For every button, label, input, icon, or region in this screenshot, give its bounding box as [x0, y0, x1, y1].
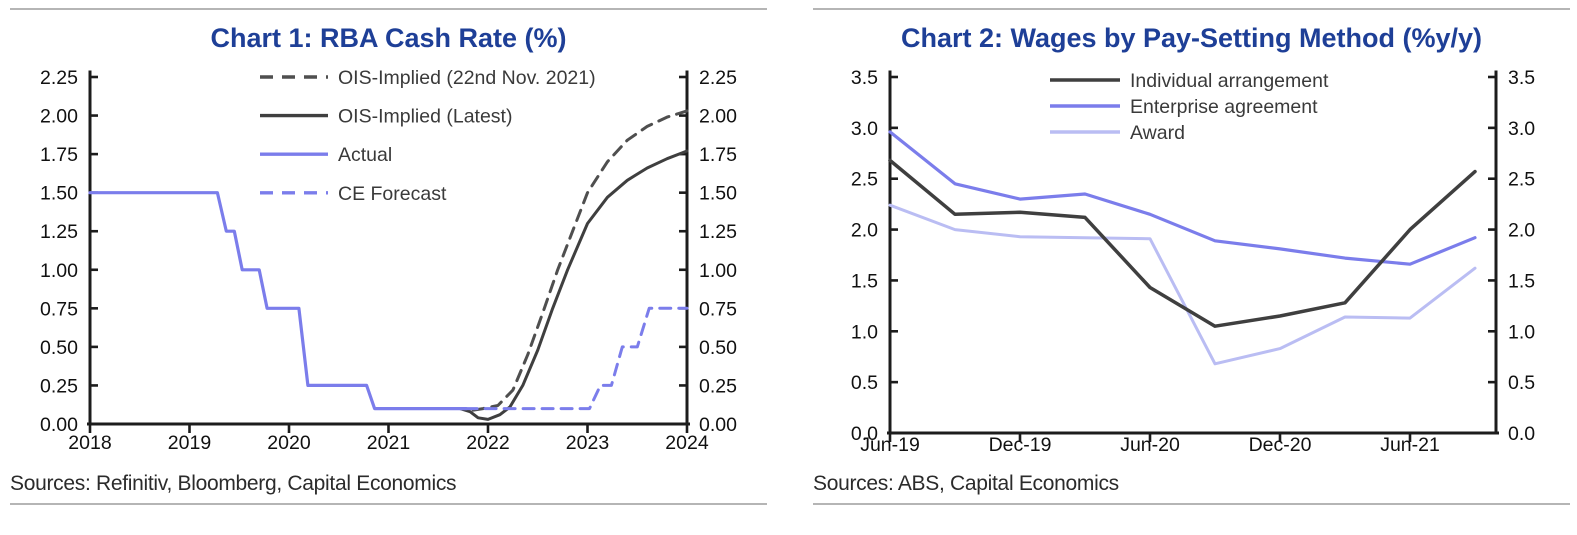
y-tick-label-right: 0.50	[699, 337, 737, 359]
panel-top-rule	[10, 8, 767, 10]
y-tick-label-right: 2.00	[699, 106, 737, 128]
y-tick-label-right: 1.5	[1508, 270, 1535, 292]
x-tick-label: 2019	[168, 432, 211, 454]
legend: OIS-Implied (22nd Nov. 2021) OIS-Implied …	[260, 67, 596, 205]
y-tick-label-left: 0.00	[40, 414, 78, 436]
chart-panel-1: Chart 1: RBA Cash Rate (%) 0.00 0.00 0.25 0…	[10, 0, 767, 505]
series-line-enterprise-agreement	[888, 130, 1477, 266]
y-tick-label-left: 1.0	[851, 321, 878, 343]
series-line-actual	[88, 191, 468, 411]
y-tick-label-left: 0.50	[40, 337, 78, 359]
y-tick-label-right: 3.5	[1508, 67, 1535, 89]
y-tick-label-right: 1.00	[699, 260, 737, 282]
legend-item-award: Award	[1050, 122, 1185, 144]
legend-label: OIS-Implied (22nd Nov. 2021)	[338, 67, 596, 89]
chart-title: Chart 1: RBA Cash Rate (%)	[210, 23, 567, 53]
y-tick-label-left: 0.75	[40, 298, 78, 320]
legend-item-individual-arrangement: Individual arrangement	[1050, 70, 1329, 92]
series-lines	[888, 130, 1477, 366]
legend-item-ois-implied-latest: OIS-Implied (Latest)	[260, 106, 512, 128]
panel-bottom-rule	[10, 503, 767, 505]
panel-bottom-rule	[813, 503, 1570, 505]
y-tick-label-left: 3.0	[851, 118, 878, 140]
x-tick-label: 2022	[466, 432, 509, 454]
y-tick-label-right: 1.50	[699, 183, 737, 205]
legend-item-enterprise-agreement: Enterprise agreement	[1050, 96, 1318, 118]
y-tick-label-left: 1.25	[40, 221, 78, 243]
chart-title: Chart 2: Wages by Pay-Setting Method (%y…	[900, 23, 1483, 53]
legend-label: OIS-Implied (Latest)	[338, 106, 512, 128]
y-tick-label-left: 3.5	[851, 67, 878, 89]
y-tick-label-right: 1.25	[699, 221, 737, 243]
y-tick-label-right: 0.75	[699, 298, 737, 320]
y-tick-label-right: 0.0	[1508, 423, 1535, 445]
series-line-award	[888, 203, 1477, 366]
page: Chart 1: RBA Cash Rate (%) 0.00 0.00 0.25 0…	[10, 0, 1570, 505]
x-tick-label: Dec-19	[989, 434, 1052, 456]
panel-top-rule	[813, 8, 1570, 10]
x-tick-label: Jun-19	[860, 434, 920, 456]
legend-label: Individual arrangement	[1130, 70, 1329, 92]
y-tick-label-right: 0.00	[699, 414, 737, 436]
x-tick-label: Jun-21	[1380, 434, 1440, 456]
series-lines	[88, 109, 689, 421]
y-tick-label-right: 3.0	[1508, 118, 1535, 140]
chart-panel-2: Chart 2: Wages by Pay-Setting Method (%y…	[813, 0, 1570, 505]
series-line-ois-implied-22nd-nov-2021	[471, 109, 689, 412]
y-tick-label-left: 2.00	[40, 106, 78, 128]
y-tick-label-right: 1.75	[699, 144, 737, 166]
legend: Individual arrangement Enterprise agreeme…	[1050, 70, 1329, 144]
x-tick-label: 2021	[367, 432, 410, 454]
series-line-individual-arrangement	[888, 158, 1477, 328]
y-tick-label-left: 2.25	[40, 67, 78, 89]
y-tick-label-left: 1.75	[40, 144, 78, 166]
y-tick-label-left: 2.5	[851, 169, 878, 191]
y-tick-label-right: 0.5	[1508, 372, 1535, 394]
y-tick-label-left: 1.50	[40, 183, 78, 205]
y-tick-label-right: 2.0	[1508, 220, 1535, 242]
legend-item-actual: Actual	[260, 144, 392, 166]
y-tick-label-left: 1.00	[40, 260, 78, 282]
x-tick-label: Dec-20	[1249, 434, 1312, 456]
chart-sources: Sources: Refinitiv, Bloomberg, Capital E…	[10, 472, 457, 495]
y-tick-label-right: 2.25	[699, 67, 737, 89]
x-tick-label: 2020	[267, 432, 311, 454]
legend-item-ois-implied-22nd-nov-2021: OIS-Implied (22nd Nov. 2021)	[260, 67, 596, 89]
y-tick-label-left: 2.0	[851, 220, 878, 242]
chart-axes: 0.00 0.00 0.25 0.25 0.50 0.50 0.75 0.75 1.00 1.00…	[40, 67, 737, 454]
x-tick-label: 2024	[665, 432, 709, 454]
legend-item-ce-forecast: CE Forecast	[260, 183, 447, 205]
legend-label: Actual	[338, 144, 392, 166]
y-tick-label-right: 1.0	[1508, 321, 1535, 343]
x-tick-label: Jun-20	[1120, 434, 1180, 456]
y-tick-label-left: 0.25	[40, 375, 78, 397]
legend-label: Enterprise agreement	[1130, 96, 1318, 118]
y-tick-label-left: 0.0	[851, 423, 878, 445]
chart-axes: 0.0 0.0 0.5 0.5 1.0 1.0 1.5 1.5 2.0 2.0 2.5 2.5 3.0 3…	[851, 67, 1535, 456]
series-line-ois-implied-latest	[458, 149, 689, 421]
y-tick-label-left: 0.5	[851, 372, 878, 394]
y-tick-label-left: 1.5	[851, 270, 878, 292]
chart-canvas-rba-cash-rate: 0.00 0.00 0.25 0.25 0.50 0.50 0.75 0.75 1.00 1.00…	[40, 67, 737, 454]
x-tick-label: 2018	[68, 432, 111, 454]
legend-label: CE Forecast	[338, 183, 447, 205]
chart-sources: Sources: ABS, Capital Economics	[813, 472, 1119, 495]
x-tick-label: 2023	[566, 432, 609, 454]
chart-canvas-wages-pay-setting: 0.0 0.0 0.5 0.5 1.0 1.0 1.5 1.5 2.0 2.0 2.5 2.5 3.0 3…	[851, 67, 1535, 456]
series-line-ce-forecast	[464, 306, 689, 411]
y-tick-label-right: 2.5	[1508, 169, 1535, 191]
y-tick-label-right: 0.25	[699, 375, 737, 397]
legend-label: Award	[1130, 122, 1185, 144]
